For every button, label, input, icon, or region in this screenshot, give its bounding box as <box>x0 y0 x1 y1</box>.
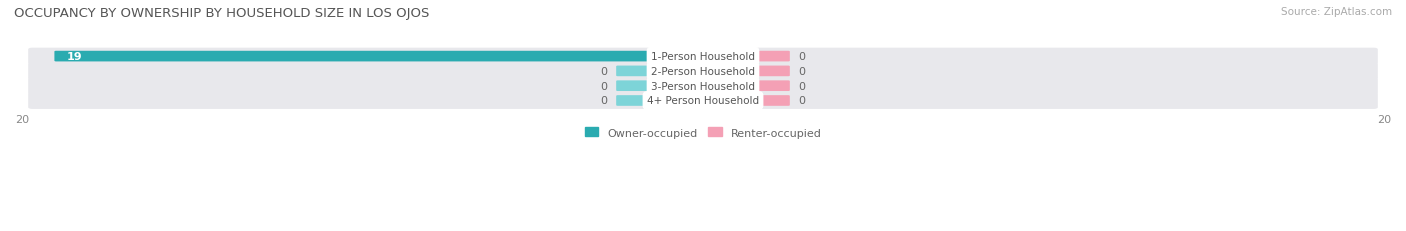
FancyBboxPatch shape <box>28 49 1378 65</box>
FancyBboxPatch shape <box>616 66 704 77</box>
FancyBboxPatch shape <box>55 52 704 62</box>
FancyBboxPatch shape <box>702 66 790 77</box>
FancyBboxPatch shape <box>702 81 790 92</box>
Text: 4+ Person Household: 4+ Person Household <box>647 96 759 106</box>
FancyBboxPatch shape <box>28 93 1378 109</box>
Text: 0: 0 <box>799 67 806 76</box>
Text: Source: ZipAtlas.com: Source: ZipAtlas.com <box>1281 7 1392 17</box>
Text: 0: 0 <box>799 81 806 91</box>
Text: 0: 0 <box>600 67 607 76</box>
FancyBboxPatch shape <box>616 96 704 106</box>
Text: 2-Person Household: 2-Person Household <box>651 67 755 76</box>
Text: 1-Person Household: 1-Person Household <box>651 52 755 62</box>
Text: 0: 0 <box>600 81 607 91</box>
FancyBboxPatch shape <box>702 52 790 62</box>
Text: OCCUPANCY BY OWNERSHIP BY HOUSEHOLD SIZE IN LOS OJOS: OCCUPANCY BY OWNERSHIP BY HOUSEHOLD SIZE… <box>14 7 429 20</box>
Text: 0: 0 <box>799 96 806 106</box>
FancyBboxPatch shape <box>28 78 1378 95</box>
Text: 0: 0 <box>600 96 607 106</box>
FancyBboxPatch shape <box>28 63 1378 80</box>
Text: 3-Person Household: 3-Person Household <box>651 81 755 91</box>
FancyBboxPatch shape <box>616 81 704 92</box>
Text: 0: 0 <box>799 52 806 62</box>
Text: 19: 19 <box>66 52 82 62</box>
Legend: Owner-occupied, Renter-occupied: Owner-occupied, Renter-occupied <box>585 128 821 138</box>
FancyBboxPatch shape <box>702 96 790 106</box>
